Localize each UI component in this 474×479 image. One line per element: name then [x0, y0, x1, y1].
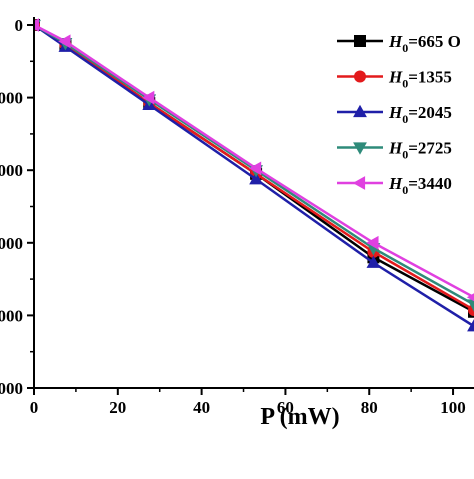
x-tick-label: 80	[361, 398, 378, 417]
legend-item-2: H0=2045	[337, 103, 452, 126]
legend-marker	[354, 35, 366, 47]
legend-item-4: H0=3440	[337, 174, 452, 197]
legend-label-sub: 0	[402, 183, 408, 197]
legend-label: H0=2045	[388, 103, 452, 126]
data-point	[467, 299, 474, 312]
data-point	[466, 293, 474, 302]
x-tick-label: 100	[440, 398, 466, 417]
legend-marker	[354, 70, 366, 83]
legend-label-main: H	[388, 174, 403, 193]
data-point	[248, 161, 262, 176]
legend-label-sub: 0	[402, 41, 408, 55]
series-4	[34, 18, 474, 302]
legend-marker	[352, 176, 366, 190]
data-point	[467, 319, 474, 332]
legend-label-sub: 0	[402, 148, 408, 162]
y-tick-label: 0	[15, 16, 24, 35]
data-point	[366, 255, 381, 268]
legend-label-rest: =2725	[408, 139, 452, 158]
x-axis-title: P (mW)	[260, 404, 339, 430]
x-tick-label: 0	[30, 398, 39, 417]
data-point	[366, 235, 379, 250]
legend-label-rest: =2045	[408, 103, 452, 122]
legend-label-main: H	[388, 32, 403, 51]
legend-label-rest: =1355	[408, 68, 452, 87]
y-tick-label: 000	[0, 234, 23, 253]
legend-label-rest: =3440	[408, 174, 452, 193]
legend-item-1: H0=1355	[337, 68, 452, 91]
x-tick-label: 20	[109, 398, 126, 417]
legend-label-main: H	[388, 139, 403, 158]
legend-label: H0=1355	[388, 68, 452, 91]
legend-label-rest: =665 O	[408, 32, 461, 51]
legend-label-main: H	[388, 103, 403, 122]
legend-marker	[353, 142, 367, 155]
legend-label-main: H	[388, 68, 403, 87]
x-tick-label: 60	[277, 398, 294, 417]
legend-label: H0=665 O	[388, 32, 461, 55]
y-tick-label: 000	[0, 161, 23, 180]
legend-item-3: H0=2725	[337, 139, 452, 162]
series-line	[34, 23, 474, 328]
legend-label-sub: 0	[402, 112, 408, 126]
data-point	[142, 90, 155, 105]
plot-layer	[34, 17, 474, 332]
legend-item-0: H0=665 O	[337, 32, 461, 55]
legend-marker	[353, 104, 367, 118]
legend-label: H0=3440	[388, 174, 452, 197]
y-tick-label: 000	[0, 306, 23, 325]
data-point	[58, 34, 71, 49]
y-tick-label: 000	[0, 379, 23, 398]
legend-label-sub: 0	[402, 77, 408, 91]
y-tick-label: 000	[0, 89, 23, 108]
series-line	[34, 23, 474, 299]
data-point	[34, 18, 40, 32]
data-point	[249, 172, 263, 185]
legend-label: H0=2725	[388, 139, 452, 162]
x-tick-label: 40	[193, 398, 210, 417]
